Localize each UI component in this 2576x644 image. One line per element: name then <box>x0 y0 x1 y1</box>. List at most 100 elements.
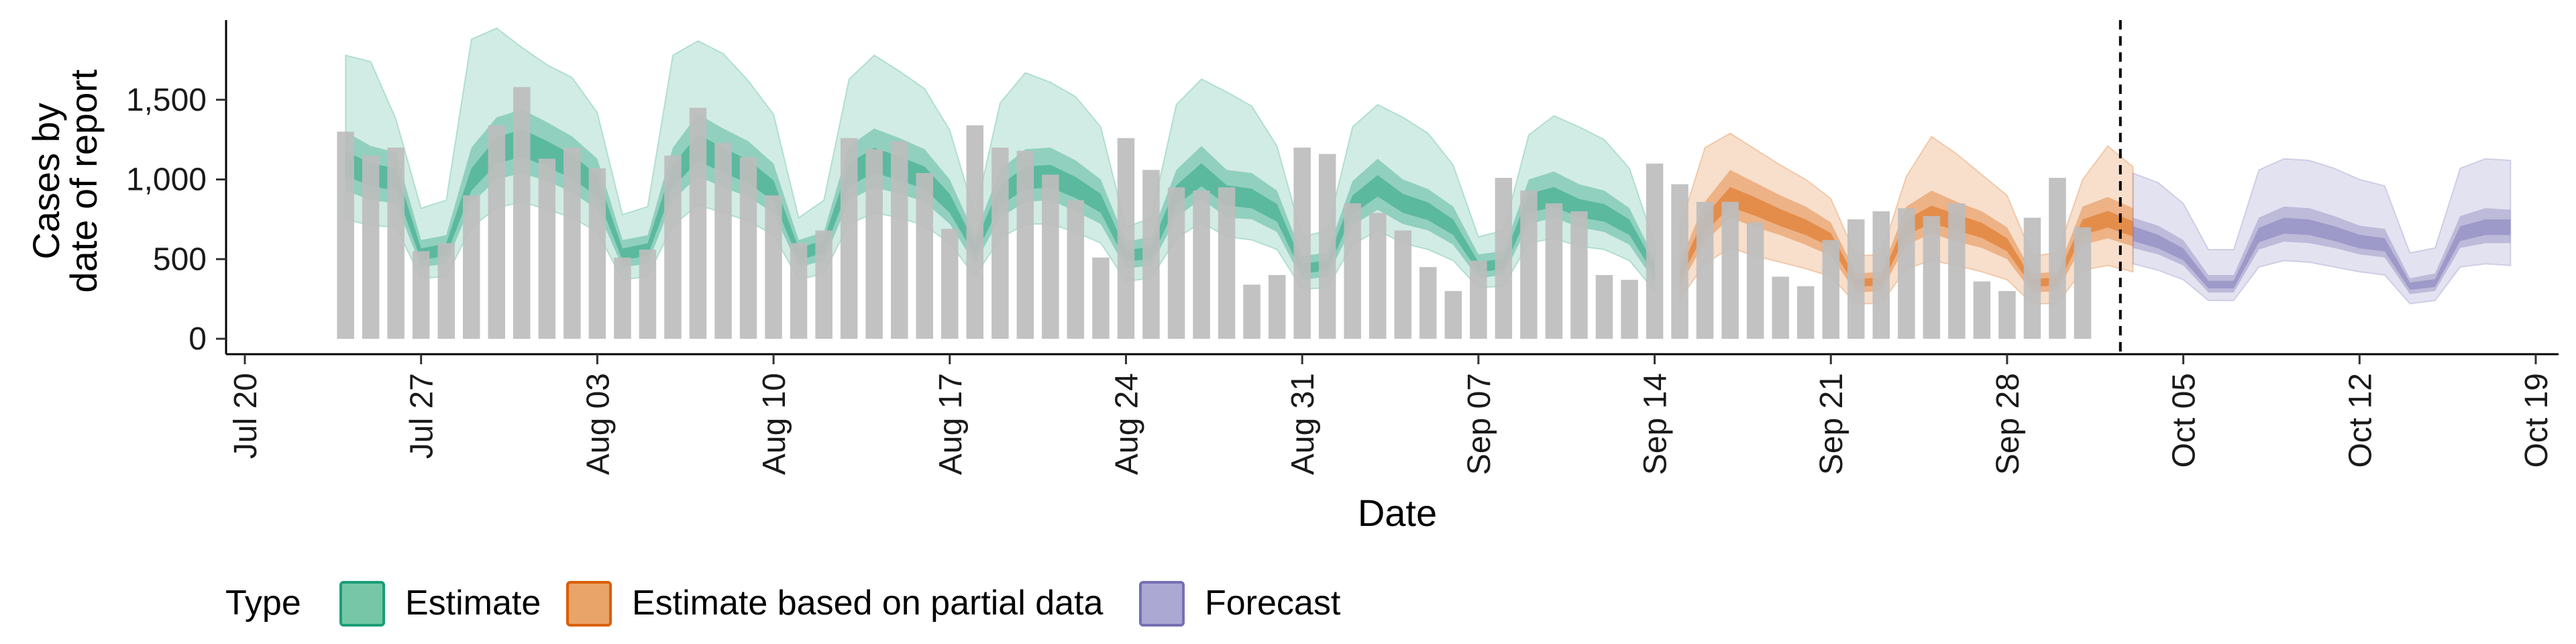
bar <box>941 229 959 339</box>
bar <box>1772 276 1789 339</box>
bar <box>1998 290 2016 339</box>
bar <box>1293 148 1311 339</box>
bar <box>387 148 405 339</box>
bar <box>1570 211 1588 339</box>
band-90-forecast <box>2132 158 2512 305</box>
reported-cases-bars <box>337 87 2092 339</box>
x-tick-label: Sep 28 <box>1990 373 2026 475</box>
bar <box>966 125 983 339</box>
bar <box>689 107 707 339</box>
bar <box>564 148 581 339</box>
bar <box>1142 170 1160 339</box>
bar <box>1218 187 1236 339</box>
bar <box>1394 230 1411 339</box>
bar <box>488 125 505 339</box>
bar <box>1520 191 1538 339</box>
bar <box>765 195 782 339</box>
legend-title: Type <box>225 584 301 623</box>
y-tick-label: 1,500 <box>126 83 207 118</box>
bar <box>362 155 380 339</box>
bar <box>714 142 732 339</box>
bar <box>1495 178 1513 339</box>
y-axis-title-line-2: date of report <box>62 69 105 293</box>
bar <box>1621 280 1638 339</box>
bar <box>1595 275 1613 339</box>
bar <box>1344 203 1361 339</box>
y-tick-label: 1,000 <box>126 162 207 198</box>
bar <box>2023 217 2041 339</box>
band-median-forecast <box>2133 217 2511 290</box>
bar <box>840 138 858 339</box>
bar <box>614 257 631 339</box>
bar <box>1671 184 1688 339</box>
legend-key-forecast <box>1139 581 1185 627</box>
y-tick-label: 0 <box>189 321 207 357</box>
bar <box>1470 260 1487 339</box>
x-tick-label: Sep 14 <box>1638 373 1674 475</box>
bar <box>1872 211 1890 339</box>
bar <box>1973 281 1991 339</box>
axes: 0 500 1,000 1,500 Jul 20 Jul 27 Aug 03 Aug 10 Au… <box>126 20 2559 475</box>
bar <box>1545 203 1563 339</box>
bar <box>538 158 556 339</box>
bar <box>1042 174 1059 339</box>
bar <box>513 87 531 339</box>
band-median-estimate-based-on-partial-data <box>1680 186 2133 287</box>
bar <box>1898 208 1915 339</box>
bar <box>1923 216 1941 339</box>
y-axis-title: Cases by date of report <box>25 69 105 293</box>
bar <box>916 173 933 339</box>
bar <box>739 157 757 339</box>
x-tick-label: Jul 27 <box>405 373 440 459</box>
band-50-forecast <box>2133 206 2511 294</box>
x-tick-label: Aug 10 <box>757 373 792 475</box>
x-tick-label: Aug 03 <box>580 373 616 475</box>
bar <box>1419 267 1437 339</box>
x-tick-label: Jul 20 <box>228 373 264 459</box>
bar <box>639 250 657 339</box>
bar <box>1646 163 1664 339</box>
bar <box>991 148 1009 339</box>
bar <box>1369 213 1387 339</box>
bar <box>1746 222 1764 339</box>
bar <box>2074 227 2092 339</box>
x-tick-label: Oct 19 <box>2519 373 2555 468</box>
x-tick-label: Oct 12 <box>2343 373 2378 468</box>
bar <box>790 243 808 339</box>
bar <box>1016 150 1034 339</box>
x-tick-label: Aug 31 <box>1285 373 1321 475</box>
x-tick-label: Aug 24 <box>1110 373 1145 475</box>
bar <box>1444 290 1462 339</box>
bar <box>1117 138 1135 339</box>
bar <box>337 131 354 339</box>
y-axis-title-line-1: Cases by <box>25 103 67 259</box>
x-tick-label: Sep 07 <box>1462 373 1497 475</box>
bar <box>1847 219 1865 339</box>
legend-key-partial <box>566 581 612 627</box>
bar <box>412 251 430 339</box>
bar <box>891 141 908 339</box>
bar <box>1822 239 1839 339</box>
x-tick-label: Aug 17 <box>933 373 969 475</box>
legend-label-estimate: Estimate <box>405 584 541 623</box>
legend-key-estimate <box>339 581 385 627</box>
bar <box>437 243 455 339</box>
x-axis-title: Date <box>1358 492 1437 534</box>
legend-item-forecast: Forecast <box>1139 581 1341 627</box>
bar <box>865 149 883 339</box>
legend: Type Estimate Estimate based on partial … <box>225 581 1341 627</box>
bar <box>1193 191 1210 339</box>
x-tick-label: Sep 21 <box>1814 373 1849 475</box>
bar <box>2049 178 2066 339</box>
x-tick-label: Oct 05 <box>2167 373 2202 468</box>
bar <box>1092 257 1110 339</box>
bar <box>1318 154 1336 339</box>
y-tick-label: 500 <box>153 241 207 277</box>
bar <box>1796 286 1815 339</box>
bar <box>1268 275 1286 339</box>
bar <box>588 168 606 339</box>
bar <box>1696 201 1714 339</box>
bar <box>463 195 480 339</box>
bar <box>1243 284 1260 339</box>
